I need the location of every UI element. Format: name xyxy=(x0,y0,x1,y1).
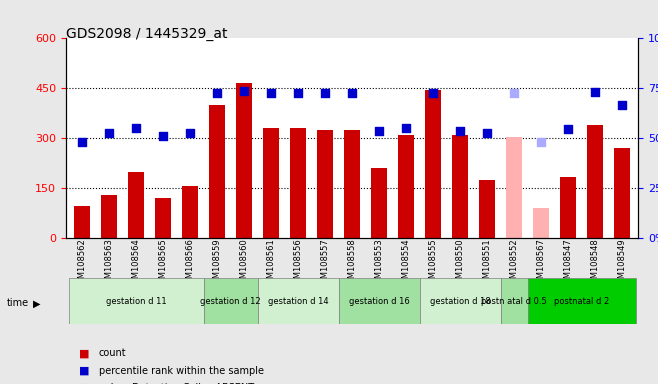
Text: GSM108562: GSM108562 xyxy=(78,238,86,289)
Text: GSM108565: GSM108565 xyxy=(159,238,168,289)
Text: GSM108559: GSM108559 xyxy=(213,238,222,289)
FancyBboxPatch shape xyxy=(68,278,203,324)
Text: ■: ■ xyxy=(79,383,89,384)
FancyBboxPatch shape xyxy=(338,278,420,324)
Point xyxy=(212,89,222,96)
Text: GSM108554: GSM108554 xyxy=(401,238,411,289)
Bar xyxy=(398,135,414,238)
Point xyxy=(590,89,600,95)
Bar xyxy=(155,198,171,238)
Point xyxy=(185,130,195,136)
FancyBboxPatch shape xyxy=(420,278,501,324)
Text: GSM108555: GSM108555 xyxy=(428,238,438,289)
Text: GSM108553: GSM108553 xyxy=(374,238,384,289)
Point xyxy=(293,89,303,96)
Text: GSM108558: GSM108558 xyxy=(347,238,357,289)
Point xyxy=(347,89,357,96)
Text: GSM108549: GSM108549 xyxy=(618,238,626,289)
Text: ▶: ▶ xyxy=(33,298,40,308)
Bar xyxy=(209,105,225,238)
Text: GSM108547: GSM108547 xyxy=(563,238,572,289)
Text: postnatal d 2: postnatal d 2 xyxy=(554,297,609,306)
Point xyxy=(617,102,627,108)
Point xyxy=(509,89,519,96)
Point xyxy=(266,89,276,96)
Text: GSM108563: GSM108563 xyxy=(105,238,113,289)
Bar xyxy=(128,172,144,238)
FancyBboxPatch shape xyxy=(257,278,338,324)
Bar xyxy=(506,137,522,238)
Text: gestation d 12: gestation d 12 xyxy=(200,297,261,306)
Text: postn atal d 0.5: postn atal d 0.5 xyxy=(481,297,547,306)
Bar xyxy=(614,148,630,238)
Text: GSM108556: GSM108556 xyxy=(293,238,303,289)
Text: time: time xyxy=(7,298,29,308)
Text: GDS2098 / 1445329_at: GDS2098 / 1445329_at xyxy=(66,27,227,41)
Text: GSM108551: GSM108551 xyxy=(482,238,492,289)
Text: GSM108561: GSM108561 xyxy=(266,238,276,289)
Bar xyxy=(182,187,198,238)
Text: GSM108564: GSM108564 xyxy=(132,238,141,289)
FancyBboxPatch shape xyxy=(501,278,528,324)
Bar xyxy=(560,177,576,238)
Text: ■: ■ xyxy=(79,348,89,358)
Point xyxy=(374,127,384,134)
Text: GSM108550: GSM108550 xyxy=(455,238,465,289)
Point xyxy=(428,89,438,96)
Bar xyxy=(74,207,90,238)
Point xyxy=(77,139,88,145)
Bar xyxy=(236,83,252,238)
Point xyxy=(563,126,573,132)
Bar xyxy=(479,180,495,238)
Bar xyxy=(263,128,279,238)
Point xyxy=(536,139,546,145)
Point xyxy=(401,125,411,131)
Point xyxy=(320,89,330,96)
Bar xyxy=(452,135,468,238)
FancyBboxPatch shape xyxy=(203,278,257,324)
Text: ■: ■ xyxy=(79,366,89,376)
Text: percentile rank within the sample: percentile rank within the sample xyxy=(99,366,264,376)
Text: count: count xyxy=(99,348,126,358)
Bar xyxy=(101,195,117,238)
Text: GSM108557: GSM108557 xyxy=(320,238,330,289)
Bar xyxy=(317,130,333,238)
Text: gestation d 11: gestation d 11 xyxy=(106,297,166,306)
Point xyxy=(239,88,249,94)
Bar xyxy=(371,168,387,238)
Text: GSM108566: GSM108566 xyxy=(186,238,195,289)
Text: gestation d 18: gestation d 18 xyxy=(430,297,490,306)
Bar xyxy=(290,128,306,238)
Text: gestation d 14: gestation d 14 xyxy=(268,297,328,306)
Text: value, Detection Call = ABSENT: value, Detection Call = ABSENT xyxy=(99,383,254,384)
Bar xyxy=(344,130,360,238)
Text: GSM108548: GSM108548 xyxy=(591,238,599,289)
Text: GSM108567: GSM108567 xyxy=(536,238,545,289)
Text: GSM108552: GSM108552 xyxy=(509,238,519,289)
Point xyxy=(104,130,114,136)
Text: GSM108560: GSM108560 xyxy=(240,238,249,289)
Point xyxy=(131,125,141,131)
Point xyxy=(455,127,465,134)
Text: gestation d 16: gestation d 16 xyxy=(349,297,409,306)
Point xyxy=(158,132,168,139)
FancyBboxPatch shape xyxy=(528,278,636,324)
Bar xyxy=(533,208,549,238)
Bar xyxy=(425,90,441,238)
Bar xyxy=(587,125,603,238)
Point xyxy=(482,130,492,136)
